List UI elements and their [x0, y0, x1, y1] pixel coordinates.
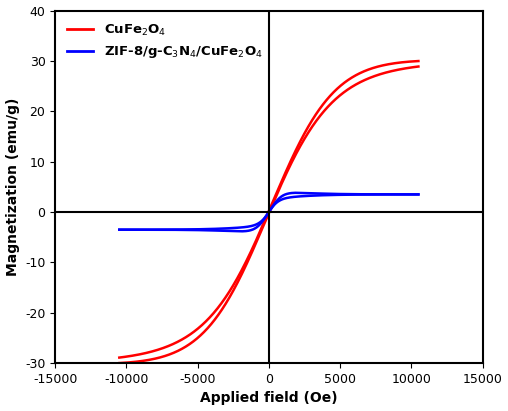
Y-axis label: Magnetization (emu/g): Magnetization (emu/g) [6, 98, 19, 276]
Legend: CuFe$_2$O$_4$, ZIF-8/g-C$_3$N$_4$/CuFe$_2$O$_4$: CuFe$_2$O$_4$, ZIF-8/g-C$_3$N$_4$/CuFe$_… [62, 17, 268, 65]
X-axis label: Applied field (Oe): Applied field (Oe) [200, 391, 338, 405]
